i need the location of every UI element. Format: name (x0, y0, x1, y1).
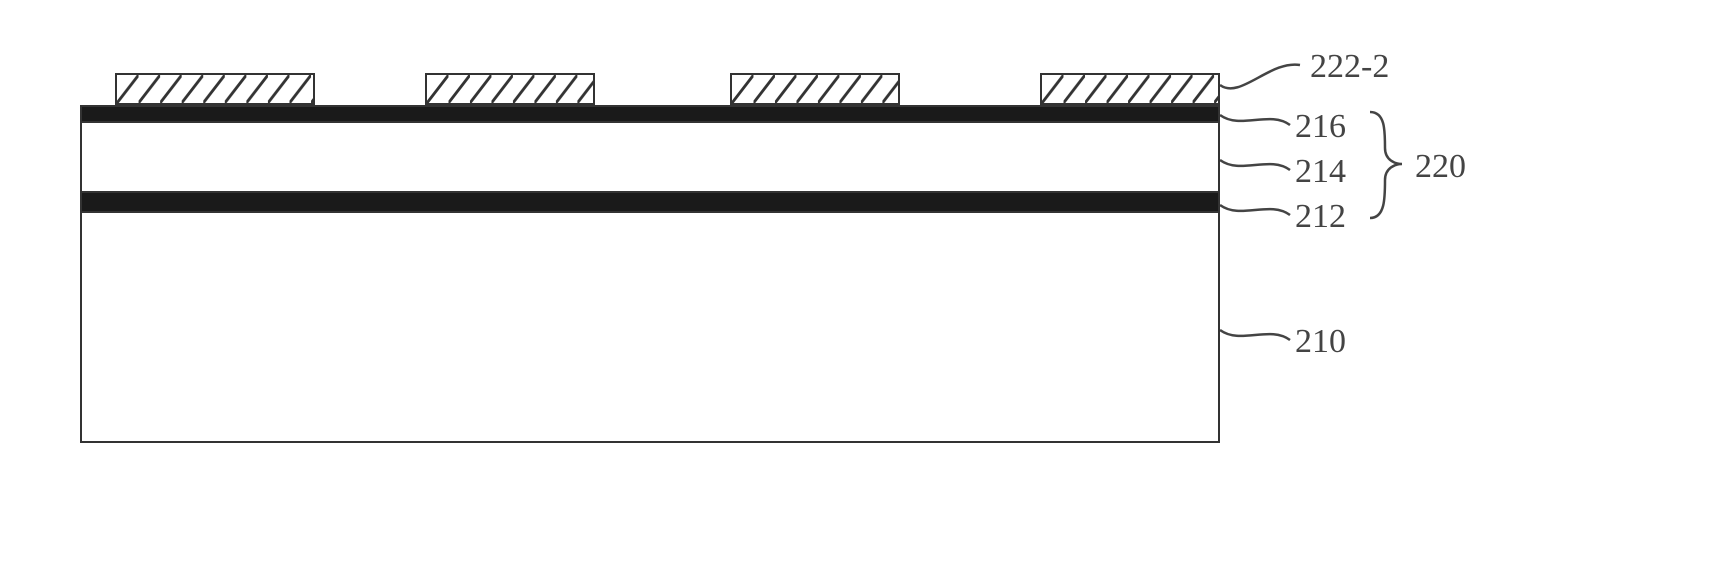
label-220: 220 (1415, 148, 1466, 186)
label-212: 212 (1295, 198, 1346, 236)
layer-stack (80, 105, 1220, 443)
hatched-block (425, 73, 595, 105)
layer-214 (80, 123, 1220, 193)
label-222-2: 222-2 (1310, 48, 1389, 86)
label-214: 214 (1295, 153, 1346, 191)
hatched-block (730, 73, 900, 105)
hatched-block (115, 73, 315, 105)
hatched-block (1040, 73, 1220, 105)
layer-212 (80, 193, 1220, 213)
label-210: 210 (1295, 323, 1346, 361)
layer-210 (80, 213, 1220, 443)
label-216: 216 (1295, 108, 1346, 146)
cross-section-diagram: 222-2 216 214 212 210 220 (30, 30, 1710, 557)
hatched-row (80, 73, 1220, 105)
leader-lines (1220, 30, 1470, 460)
layer-216 (80, 105, 1220, 123)
